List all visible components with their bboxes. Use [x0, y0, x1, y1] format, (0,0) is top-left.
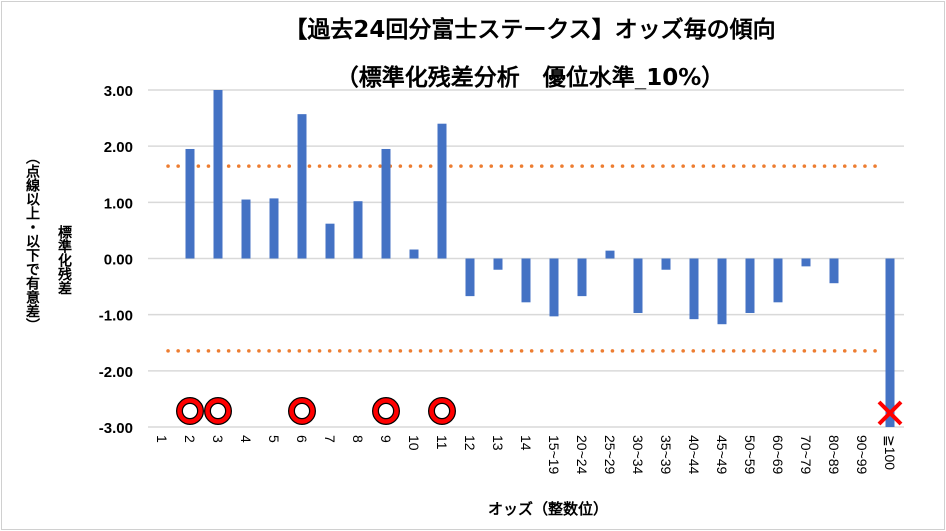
bar-50~59: [745, 258, 755, 313]
x-tick-label: 40~44: [686, 435, 702, 475]
x-tick-label: 15~19: [546, 435, 562, 475]
x-tick-label: 4: [238, 435, 254, 443]
y-tick-label: -1.00: [99, 308, 133, 325]
x-tick-label: 50~59: [742, 435, 758, 475]
x-tick-label: 60~69: [770, 435, 786, 475]
y-axis-title: 標準化残差: [56, 225, 72, 295]
x-tick-label: ≧100: [882, 435, 898, 470]
x-tick-label: 10: [406, 435, 422, 451]
bar-30~34: [633, 258, 643, 313]
bar-20~24: [577, 258, 587, 297]
x-tick-label: 30~34: [630, 435, 646, 475]
bar-5: [269, 198, 279, 259]
bar-≧100: [885, 258, 895, 427]
bar-3: [213, 90, 223, 259]
x-tick-label: 45~49: [714, 435, 730, 475]
y-axis-note: （点線以上・以下で有意差）: [24, 150, 40, 332]
bar-14: [521, 258, 531, 303]
circle-marker: [289, 398, 315, 424]
chart-title: 【過去24回分富士ステークス】オッズ毎の傾向: [284, 17, 776, 43]
x-tick-label: 12: [462, 435, 478, 451]
circle-marker: [177, 398, 203, 424]
bar-6: [297, 114, 307, 259]
x-tick-label: 20~24: [574, 435, 590, 475]
x-tick-label: 5: [266, 435, 282, 443]
x-tick-label: 1: [154, 435, 170, 443]
bar-35~39: [661, 258, 671, 270]
y-tick-label: -2.00: [99, 364, 133, 381]
y-tick-label: 1.00: [104, 195, 133, 212]
bar-25~29: [605, 250, 615, 259]
x-tick-label: 25~29: [602, 435, 618, 475]
y-tick-label: -3.00: [99, 420, 133, 437]
x-tick-label: 9: [378, 435, 394, 443]
y-tick-label: 0.00: [104, 252, 133, 269]
bar-40~44: [689, 258, 699, 320]
bar-12: [465, 258, 475, 297]
bar-15~19: [549, 258, 559, 317]
x-tick-label: 35~39: [658, 435, 674, 475]
bar-70~79: [801, 258, 811, 267]
x-tick-label: 90~99: [854, 435, 870, 475]
x-axis-title: オッズ（整数位）: [487, 500, 608, 518]
x-tick-label: 3: [210, 435, 226, 443]
circle-marker: [373, 398, 399, 424]
cross-marker: [877, 400, 903, 426]
x-tick-label: 6: [294, 435, 310, 443]
x-tick-label: 8: [350, 435, 366, 443]
x-tick-label: 70~79: [798, 435, 814, 475]
x-tick-label: 11: [434, 435, 450, 450]
chart-subtitle: （標準化残差分析 優位水準_10%）: [335, 65, 725, 91]
x-tick-label: 14: [518, 435, 534, 451]
bar-60~69: [773, 258, 783, 303]
circle-marker: [205, 398, 231, 424]
y-tick-label: 2.00: [104, 139, 133, 156]
bar-13: [493, 258, 503, 270]
x-tick-label: 13: [490, 435, 506, 451]
y-tick-label: 3.00: [104, 83, 133, 100]
x-tick-label: 2: [182, 435, 198, 443]
bar-2: [185, 148, 195, 259]
bar-11: [437, 123, 447, 259]
x-tick-label: 80~89: [826, 435, 842, 475]
bar-4: [241, 199, 251, 259]
bar-80~89: [829, 258, 839, 284]
circle-marker: [429, 398, 455, 424]
x-tick-label: 7: [322, 435, 338, 443]
bar-8: [353, 201, 363, 259]
bar-9: [381, 148, 391, 259]
bar-45~49: [717, 258, 727, 325]
bar-7: [325, 223, 335, 259]
bar-10: [409, 249, 419, 259]
